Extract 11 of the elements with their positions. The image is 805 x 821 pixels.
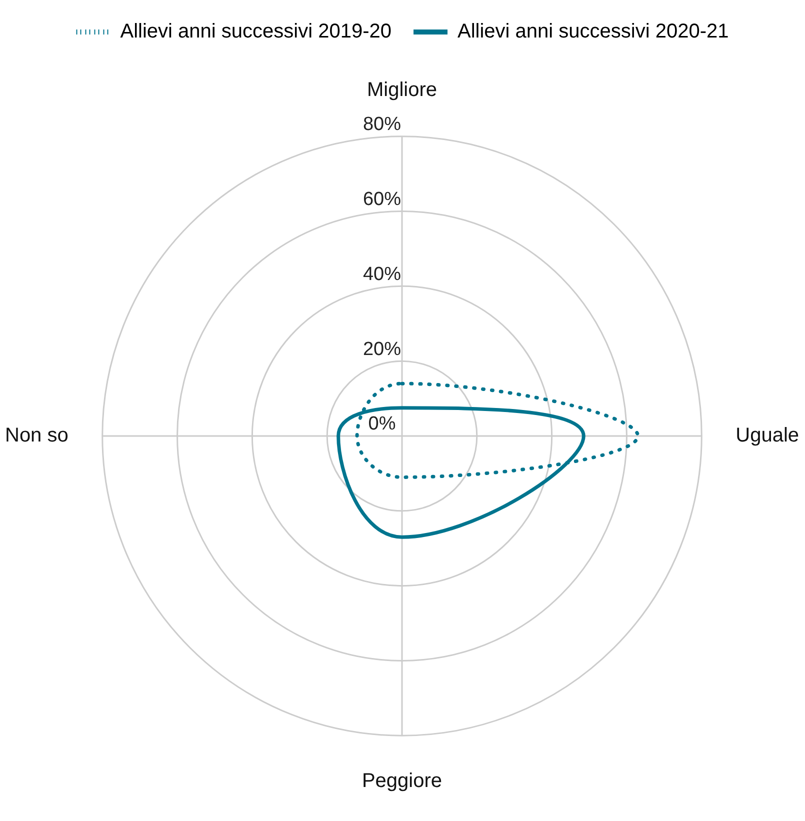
legend-label: Allievi anni successivi 2020-21	[458, 20, 729, 43]
y-tick-label: 20%	[362, 338, 402, 360]
y-tick-label: 40%	[362, 264, 402, 285]
spoke-label: Uguale	[736, 424, 800, 447]
y-tick-label: 0%	[368, 414, 396, 435]
legend-label: Allievi anni successivi 2019-20	[120, 20, 392, 43]
y-tick-label: 60%	[362, 189, 402, 210]
spoke-label: Migliore	[366, 78, 438, 101]
spoke-label: Peggiore	[362, 770, 442, 792]
y-tick-label: 80%	[362, 114, 402, 136]
spoke-label: Non so	[4, 424, 68, 447]
